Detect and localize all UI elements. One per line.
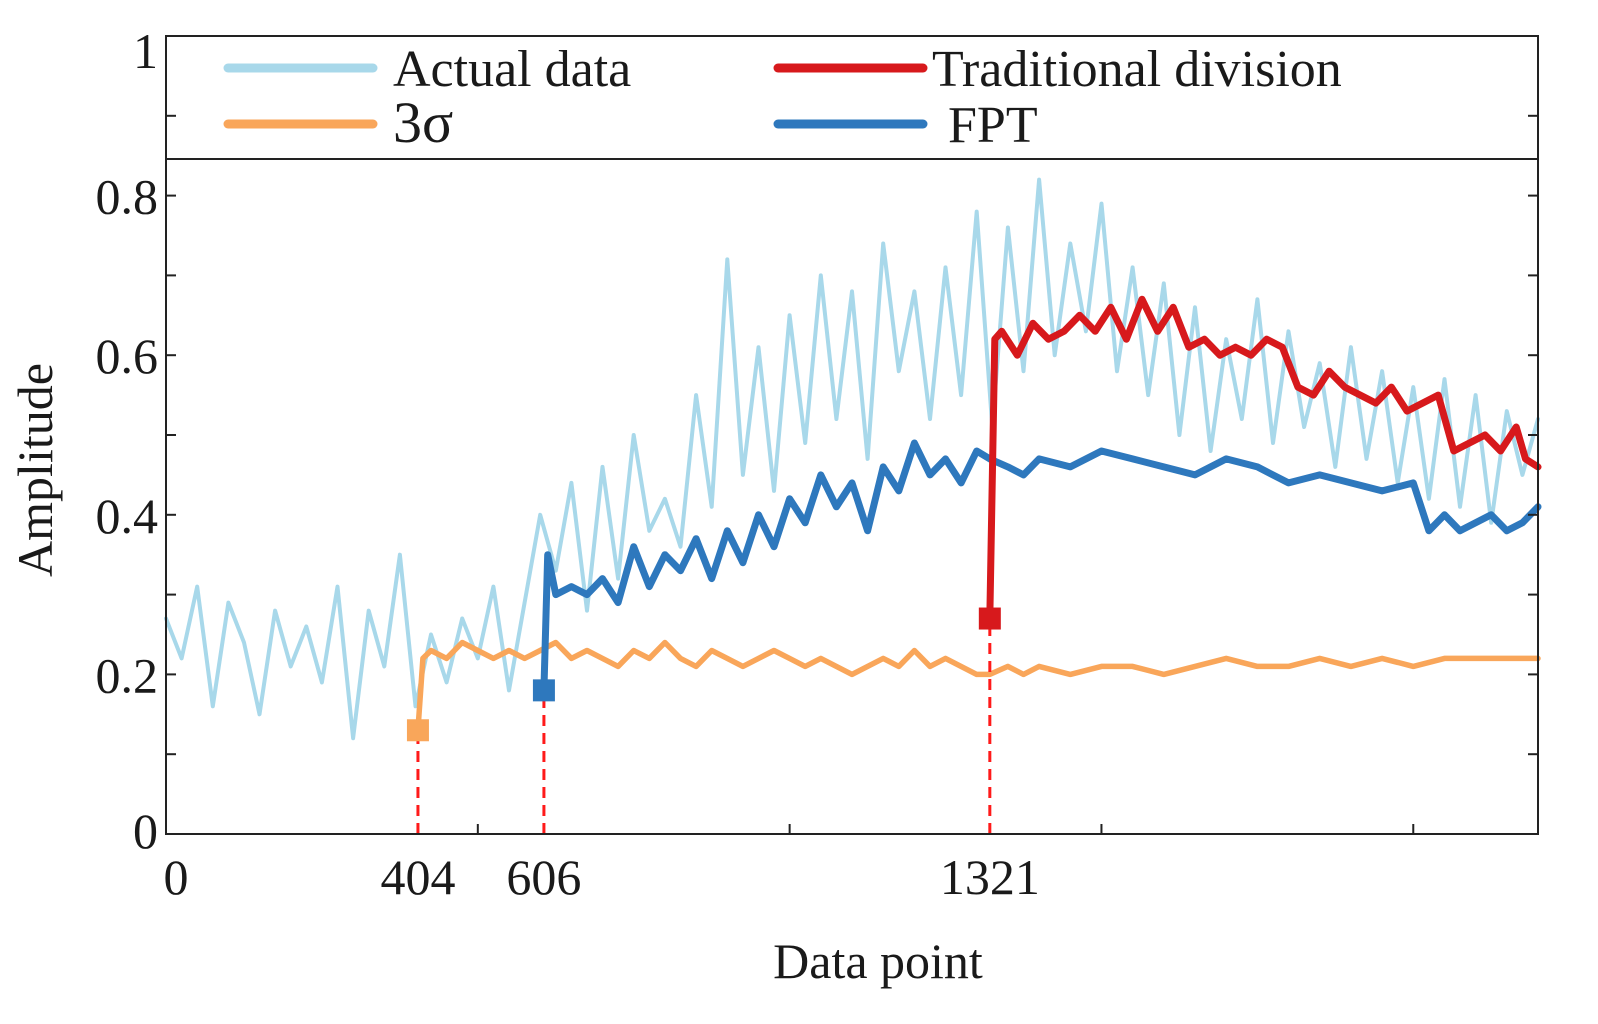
y-tick-label-0: 0	[133, 803, 158, 859]
drop-lines-layer	[416, 618, 992, 834]
x-tick-label-404: 404	[380, 849, 455, 905]
series-line-actual-data	[164, 177, 1540, 741]
markers-layer	[406, 607, 1001, 742]
y-tick-label-0.8: 0.8	[96, 169, 159, 225]
y-tick-label-0.6: 0.6	[96, 328, 159, 384]
legend-label-traditional-division: Traditional division	[932, 41, 1342, 98]
x-tick-label-606: 606	[506, 849, 581, 905]
legend-label-actual-data: Actual data	[393, 41, 631, 98]
y-tick-label-1: 1	[133, 23, 158, 79]
marker-3sigma	[406, 719, 429, 742]
axes-layer: 0 404 606 1321 0 0.2 0.4 0.6 0.8 1	[96, 23, 1539, 905]
x-tick-label-0: 0	[164, 849, 189, 905]
y-axis-label: Amplitude	[7, 363, 63, 577]
x-tick-label-1321: 1321	[940, 849, 1040, 905]
legend-label-3sigma: 3σ	[393, 90, 453, 155]
x-axis-label: Data point	[773, 933, 983, 989]
y-tick-label-0.4: 0.4	[96, 488, 159, 544]
series-line-fpt	[540, 439, 1542, 694]
series-layer	[164, 177, 1542, 741]
marker-fpt	[532, 679, 555, 702]
legend-label-fpt: FPT	[948, 97, 1038, 154]
marker-traditional-division	[978, 607, 1001, 630]
series-line-traditional-division	[986, 295, 1542, 622]
legend-background	[166, 36, 1538, 159]
y-tick-label-0.2: 0.2	[96, 647, 159, 703]
